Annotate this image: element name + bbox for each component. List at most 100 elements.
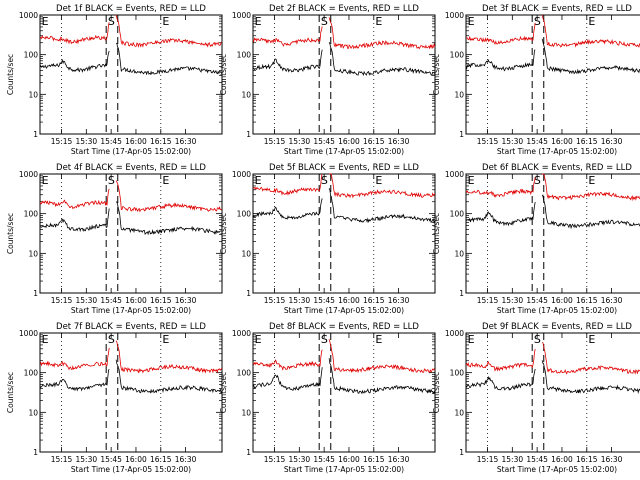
x-axis-label: Start Time (17-Apr-05 15:02:00) [71, 465, 191, 474]
x-tick-label: 16:00 [338, 296, 360, 305]
x-tick-label: 15:15 [477, 137, 499, 146]
x-tick-label: 15:45 [100, 296, 122, 305]
marker-E: E [162, 333, 169, 346]
panel-title: Det 1f BLACK = Events, RED = LLD [56, 4, 206, 14]
x-tick-label: 16:15 [576, 455, 598, 464]
marker-S: S [108, 174, 115, 187]
plot-frame [252, 173, 436, 294]
panel-title: Det 6f BLACK = Events, RED = LLD [482, 163, 632, 173]
panel-title: Det 5f BLACK = Events, RED = LLD [269, 163, 419, 173]
series-line [252, 198, 323, 220]
series-line [115, 42, 223, 76]
y-tick-label: 1000 [445, 11, 464, 20]
panel-title: Det 7f BLACK = Events, RED = LLD [56, 322, 206, 332]
x-tick-label: 15:15 [264, 455, 286, 464]
x-axis-label: Start Time (17-Apr-05 15:02:00) [497, 306, 617, 315]
marker-E: E [375, 15, 382, 28]
x-tick-label: 15:30 [76, 455, 98, 464]
y-axis-label: Counts/sec [6, 54, 15, 95]
x-tick-label: 16:15 [150, 296, 172, 305]
x-tick-label: 16:30 [175, 296, 197, 305]
x-axis-label: Start Time (17-Apr-05 15:02:00) [497, 465, 617, 474]
x-tick-label: 15:30 [289, 455, 311, 464]
x-tick-label: 15:30 [289, 137, 311, 146]
x-tick-label: 15:45 [526, 296, 548, 305]
y-tick-label: 1 [459, 130, 464, 139]
x-tick-label: 16:00 [338, 137, 360, 146]
marker-E: E [468, 174, 475, 187]
series-line [541, 194, 640, 230]
y-tick-label: 100 [237, 51, 252, 60]
panel-title: Det 3f BLACK = Events, RED = LLD [482, 4, 632, 14]
panel-title: Det 4f BLACK = Events, RED = LLD [56, 163, 206, 173]
marker-E: E [468, 333, 475, 346]
marker-E: E [588, 15, 595, 28]
series-line [252, 349, 323, 371]
y-axis-label: Counts/sec [219, 372, 228, 413]
marker-S: S [534, 174, 541, 187]
panel-det5: Det 5f BLACK = Events, RED = LLD 1 10 100 10… [219, 163, 436, 315]
series-line [115, 340, 223, 374]
series-line [115, 359, 223, 394]
y-tick-label: 10 [241, 90, 251, 99]
y-tick-label: 1000 [19, 170, 38, 179]
marker-E: E [255, 15, 262, 28]
x-tick-label: 15:45 [313, 137, 335, 146]
x-tick-label: 15:15 [264, 137, 286, 146]
series-line [465, 49, 536, 72]
x-tick-label: 16:00 [125, 296, 147, 305]
y-tick-label: 100 [450, 369, 465, 378]
y-tick-label: 1 [246, 448, 251, 457]
y-tick-label: 100 [237, 369, 252, 378]
x-tick-label: 15:30 [502, 296, 524, 305]
x-axis-label: Start Time (17-Apr-05 15:02:00) [284, 147, 404, 156]
plot-frame [465, 332, 640, 453]
x-axis-label: Start Time (17-Apr-05 15:02:00) [71, 306, 191, 315]
x-tick-label: 15:30 [76, 137, 98, 146]
series-line [465, 201, 536, 227]
x-tick-label: 16:15 [363, 296, 385, 305]
marker-E: E [588, 333, 595, 346]
marker-S: S [108, 333, 115, 346]
y-tick-label: 1000 [445, 329, 464, 338]
x-tick-label: 16:15 [150, 137, 172, 146]
marker-S: S [108, 15, 115, 28]
x-tick-label: 15:45 [526, 455, 548, 464]
y-tick-label: 1 [246, 130, 251, 139]
series-line [542, 173, 640, 202]
marker-E: E [588, 174, 595, 187]
y-tick-label: 100 [24, 51, 39, 60]
marker-E: E [162, 174, 169, 187]
series-line [541, 38, 640, 75]
series-line [541, 360, 640, 394]
panel-det8: Det 8f BLACK = Events, RED = LLD 1 10 100 10… [219, 322, 436, 474]
series-line [465, 177, 536, 198]
y-axis-label: Counts/sec [432, 372, 441, 413]
y-tick-label: 10 [454, 249, 464, 258]
y-tick-label: 10 [454, 408, 464, 417]
x-tick-label: 16:00 [551, 137, 573, 146]
y-tick-label: 1 [246, 289, 251, 298]
y-tick-label: 1 [459, 448, 464, 457]
x-tick-label: 16:30 [388, 455, 410, 464]
y-tick-label: 1 [33, 448, 38, 457]
x-tick-label: 16:00 [125, 455, 147, 464]
series-line [465, 348, 536, 372]
x-tick-label: 15:15 [51, 296, 73, 305]
series-line [465, 368, 536, 391]
x-tick-label: 15:15 [477, 296, 499, 305]
series-line [328, 17, 436, 50]
panel-det6: Det 6f BLACK = Events, RED = LLD 1 10 100 10… [432, 163, 640, 315]
x-axis-label: Start Time (17-Apr-05 15:02:00) [71, 147, 191, 156]
series-line [39, 50, 110, 73]
x-tick-label: 16:30 [388, 296, 410, 305]
series-line [39, 368, 110, 392]
panel-title: Det 2f BLACK = Events, RED = LLD [269, 4, 419, 14]
y-axis-label: Counts/sec [219, 213, 228, 254]
x-tick-label: 15:15 [477, 455, 499, 464]
series-line [115, 14, 222, 48]
y-axis-label: Counts/sec [6, 213, 15, 254]
panel-det1: Det 1f BLACK = Events, RED = LLD 1 10 100 10… [6, 4, 223, 156]
y-tick-label: 1000 [19, 329, 38, 338]
panel-title: Det 9f BLACK = Events, RED = LLD [482, 322, 632, 332]
